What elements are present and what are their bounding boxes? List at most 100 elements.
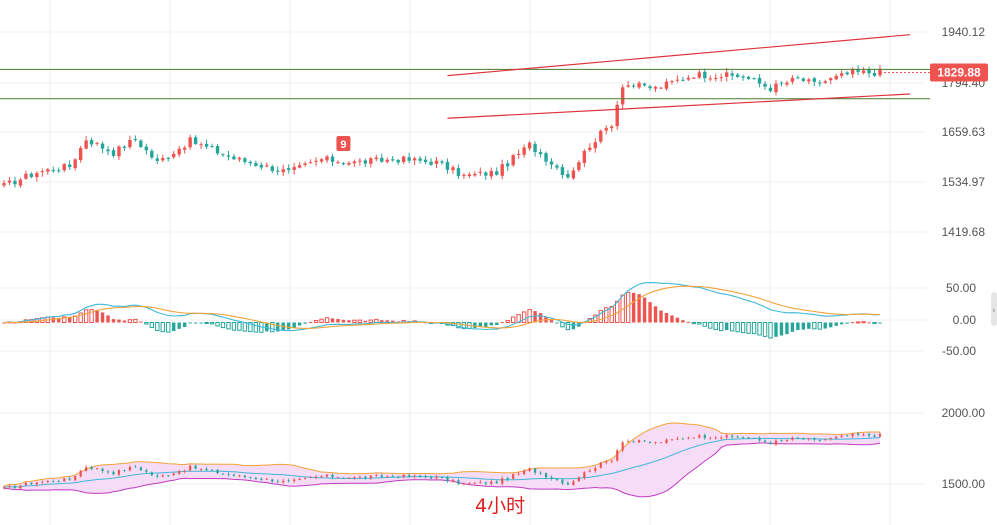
macd-histogram-bar[interactable] <box>209 322 215 325</box>
candle-body[interactable] <box>325 156 329 161</box>
boll-candle-body[interactable] <box>221 473 225 475</box>
macd-histogram-bar[interactable] <box>555 322 559 324</box>
candle-body[interactable] <box>757 77 762 84</box>
bollinger-upper-line[interactable] <box>3 422 880 487</box>
candle-body[interactable] <box>188 137 192 148</box>
boll-candle-body[interactable] <box>375 475 378 477</box>
boll-candle-body[interactable] <box>632 441 635 443</box>
boll-candle-body[interactable] <box>462 483 465 485</box>
candle-body[interactable] <box>363 160 368 164</box>
candle-body[interactable] <box>352 161 357 164</box>
macd-histogram-bar[interactable] <box>68 317 72 323</box>
candle-body[interactable] <box>106 149 110 152</box>
candle-body[interactable] <box>122 146 127 148</box>
candle-body[interactable] <box>451 167 455 171</box>
macd-histogram-bar[interactable] <box>861 321 866 324</box>
candle-body[interactable] <box>111 150 116 156</box>
candle-body[interactable] <box>73 159 77 169</box>
candle-body[interactable] <box>330 156 335 162</box>
candle-body[interactable] <box>462 174 466 176</box>
boll-candle-body[interactable] <box>610 460 613 462</box>
candle-body[interactable] <box>741 76 745 78</box>
macd-histogram-bar[interactable] <box>538 313 543 323</box>
boll-candle-body[interactable] <box>873 435 876 437</box>
macd-histogram-bar[interactable] <box>571 322 576 330</box>
boll-candle-body[interactable] <box>408 475 411 477</box>
candle-body[interactable] <box>593 142 597 149</box>
macd-histogram-bar[interactable] <box>631 292 636 323</box>
boll-candle-body[interactable] <box>336 477 340 479</box>
candle-body[interactable] <box>177 148 181 155</box>
candle-body[interactable] <box>582 150 587 163</box>
candle-body[interactable] <box>495 171 499 175</box>
boll-candle-body[interactable] <box>30 482 33 485</box>
candle-body[interactable] <box>670 81 674 83</box>
boll-candle-body[interactable] <box>397 476 400 478</box>
candle-body[interactable] <box>555 165 559 168</box>
candle-body[interactable] <box>872 72 877 76</box>
boll-candle-body[interactable] <box>621 442 624 451</box>
boll-candle-body[interactable] <box>533 468 537 473</box>
candle-body[interactable] <box>237 157 242 160</box>
candle-body[interactable] <box>571 170 576 179</box>
boll-candle-body[interactable] <box>364 476 367 479</box>
boll-candle-body[interactable] <box>238 475 241 477</box>
boll-candle-body[interactable] <box>139 467 142 471</box>
boll-candle-body[interactable] <box>19 485 22 489</box>
macd-histogram-bar[interactable] <box>287 322 291 330</box>
boll-candle-body[interactable] <box>802 438 805 440</box>
boll-candle-body[interactable] <box>200 469 203 470</box>
boll-candle-body[interactable] <box>293 479 296 482</box>
boll-candle-body[interactable] <box>282 480 285 483</box>
macd-histogram-bar[interactable] <box>182 322 187 328</box>
macd-histogram-bar[interactable] <box>713 322 718 331</box>
macd-histogram-bar[interactable] <box>686 321 691 323</box>
boll-candle-body[interactable] <box>106 471 110 473</box>
candle-body[interactable] <box>829 78 833 81</box>
candle-body[interactable] <box>440 161 444 163</box>
candle-body[interactable] <box>144 146 149 151</box>
candle-body[interactable] <box>779 82 784 84</box>
boll-candle-body[interactable] <box>561 479 564 484</box>
candle-body[interactable] <box>681 79 685 81</box>
candle-body[interactable] <box>796 77 800 79</box>
macd-histogram-bar[interactable] <box>78 312 83 324</box>
macd-histogram-bar[interactable] <box>2 322 6 324</box>
macd-histogram-bar[interactable] <box>757 322 762 336</box>
candle-body[interactable] <box>445 161 450 170</box>
candle-body[interactable] <box>785 82 789 85</box>
macd-histogram-bar[interactable] <box>297 322 302 326</box>
macd-histogram-bar[interactable] <box>380 320 384 323</box>
boll-candle-body[interactable] <box>342 477 345 479</box>
boll-candle-body[interactable] <box>68 478 71 480</box>
bollinger-panel[interactable] <box>2 422 882 498</box>
boll-candle-body[interactable] <box>687 437 690 439</box>
boll-candle-body[interactable] <box>13 486 17 488</box>
candle-body[interactable] <box>489 170 493 177</box>
boll-candle-body[interactable] <box>249 477 252 479</box>
boll-candle-body[interactable] <box>473 482 476 484</box>
macd-histogram-bar[interactable] <box>796 322 800 331</box>
macd-histogram-bar[interactable] <box>719 322 724 332</box>
macd-histogram-bar[interactable] <box>396 321 400 323</box>
candle-body[interactable] <box>664 81 669 89</box>
macd-histogram-bar[interactable] <box>878 322 882 324</box>
candle-body[interactable] <box>620 87 625 105</box>
candle-body[interactable] <box>746 76 751 79</box>
boll-candle-body[interactable] <box>331 474 334 478</box>
macd-histogram-bar[interactable] <box>319 318 324 323</box>
macd-histogram-bar[interactable] <box>604 307 609 323</box>
candle-body[interactable] <box>725 72 729 77</box>
candle-body[interactable] <box>527 142 532 149</box>
channel-upper-line[interactable] <box>447 34 911 77</box>
boll-candle-body[interactable] <box>189 465 192 471</box>
macd-histogram-bar[interactable] <box>648 302 652 323</box>
macd-histogram-bar[interactable] <box>664 312 669 323</box>
macd-histogram-bar[interactable] <box>100 312 105 323</box>
channel-lower-line[interactable] <box>447 93 911 119</box>
macd-histogram-bar[interactable] <box>242 322 248 332</box>
candle-body[interactable] <box>610 126 614 129</box>
current-price-tag[interactable] <box>930 63 988 82</box>
boll-candle-body[interactable] <box>709 438 712 439</box>
candle-body[interactable] <box>818 82 822 84</box>
